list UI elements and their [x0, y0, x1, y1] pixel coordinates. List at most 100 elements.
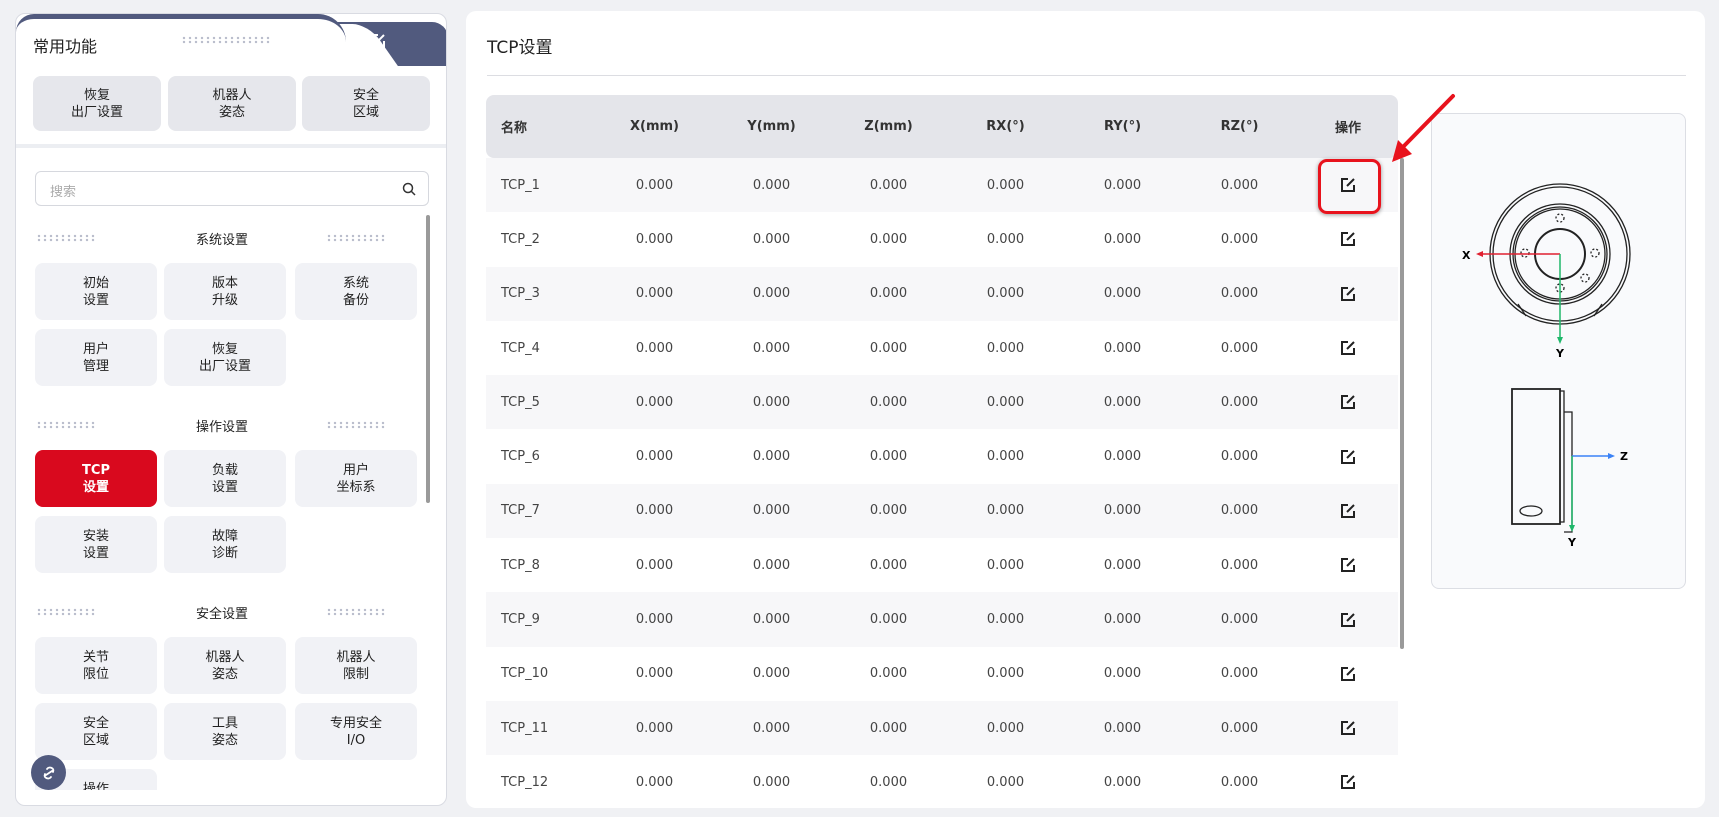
function-button[interactable]: 关节 限位 — [35, 637, 157, 694]
edit-icon[interactable] — [1339, 502, 1357, 520]
table-row[interactable]: TCP_3 0.000 0.000 0.000 0.000 0.000 0.000 — [486, 266, 1398, 321]
table-body: TCP_1 0.000 0.000 0.000 0.000 0.000 0.000 TCP_2… — [486, 158, 1398, 808]
edit-button[interactable] — [1298, 773, 1398, 791]
cell-value: 0.000 — [1103, 449, 1142, 465]
function-button[interactable]: 安全 区域 — [35, 703, 157, 760]
column-header: 操作 — [1334, 121, 1361, 136]
edit-icon[interactable] — [1339, 339, 1357, 357]
cell-value: 0.000 — [986, 177, 1025, 193]
function-button[interactable]: 用户 坐标系 — [295, 450, 417, 507]
cell-value: 0.000 — [986, 720, 1025, 736]
cell-name: TCP_2 — [501, 231, 540, 247]
cell-value: 0.000 — [1103, 774, 1142, 790]
decor-dots — [326, 608, 386, 616]
cell-value: 0.000 — [635, 503, 674, 519]
edit-icon[interactable] — [1339, 556, 1357, 574]
cell-value: 0.000 — [986, 286, 1025, 302]
function-button[interactable]: 版本 升级 — [164, 263, 286, 320]
cell-value: 0.000 — [752, 449, 791, 465]
cell-name: TCP_3 — [501, 286, 540, 302]
cell-value: 0.000 — [1220, 557, 1259, 573]
common-function-button[interactable]: 安全 区域 — [302, 76, 430, 131]
function-button[interactable]: 恢复 出厂设置 — [164, 329, 286, 386]
scrollbar[interactable] — [426, 215, 430, 503]
function-button[interactable]: 安装 设置 — [35, 516, 157, 573]
function-button[interactable]: 机器人 限制 — [295, 637, 417, 694]
tcp-table: 名称 X(mm) Y(mm) Z(mm) RX(°) RY(°) RZ(°) 操作 TCP_1… — [486, 95, 1398, 808]
table-row[interactable]: TCP_12 0.000 0.000 0.000 0.000 0.000 0.000 — [486, 755, 1398, 808]
table-row[interactable]: TCP_10 0.000 0.000 0.000 0.000 0.000 0.000 — [486, 647, 1398, 701]
function-button[interactable]: 机器人 姿态 — [164, 637, 286, 694]
table-row[interactable]: TCP_1 0.000 0.000 0.000 0.000 0.000 0.000 — [486, 158, 1398, 213]
edit-icon[interactable] — [1339, 665, 1357, 683]
edit-button[interactable] — [1298, 230, 1398, 248]
edit-icon[interactable] — [1339, 448, 1357, 466]
cell-value: 0.000 — [869, 177, 908, 193]
edit-icon[interactable] — [1339, 285, 1357, 303]
common-function-button[interactable]: 机器人 姿态 — [168, 76, 296, 131]
edit-icon[interactable] — [1339, 176, 1357, 194]
section-title: 操作设置 — [195, 420, 248, 435]
edit-button[interactable] — [1298, 176, 1398, 194]
edit-button[interactable] — [1298, 393, 1398, 411]
column-header: Z(mm) — [864, 119, 913, 134]
edit-button[interactable] — [1298, 611, 1398, 629]
common-function-button[interactable]: 恢复 出厂设置 — [33, 76, 161, 131]
table-header: 名称 X(mm) Y(mm) Z(mm) RX(°) RY(°) RZ(°) 操作 — [486, 95, 1398, 158]
cell-value: 0.000 — [1220, 394, 1259, 410]
search-input[interactable]: 搜索 — [35, 171, 429, 206]
cell-value: 0.000 — [869, 340, 908, 356]
cell-value: 0.000 — [1220, 666, 1259, 682]
table-row[interactable]: TCP_4 0.000 0.000 0.000 0.000 0.000 0.000 — [486, 321, 1398, 375]
edit-button[interactable] — [1298, 448, 1398, 466]
edit-icon[interactable] — [1339, 393, 1357, 411]
quick-link-button[interactable] — [31, 755, 66, 790]
table-row[interactable]: TCP_11 0.000 0.000 0.000 0.000 0.000 0.000 — [486, 700, 1398, 756]
function-button[interactable]: 负载 设置 — [164, 450, 286, 507]
cell-value: 0.000 — [752, 394, 791, 410]
function-button[interactable]: 专用安全 I/O — [295, 703, 417, 760]
cell-value: 0.000 — [1103, 177, 1142, 193]
tab-common-functions[interactable] — [16, 14, 346, 74]
edit-button[interactable] — [1298, 556, 1398, 574]
axis-label-z: Z — [1620, 450, 1628, 463]
search-icon[interactable] — [402, 182, 416, 196]
edit-button[interactable] — [1298, 285, 1398, 303]
edit-icon[interactable] — [1339, 773, 1357, 791]
edit-icon[interactable] — [1339, 719, 1357, 737]
cell-value: 0.000 — [869, 231, 908, 247]
link-icon — [43, 766, 54, 779]
table-scrollbar[interactable] — [1400, 158, 1404, 649]
cell-value: 0.000 — [1103, 666, 1142, 682]
column-header: Y(mm) — [747, 119, 796, 134]
function-button[interactable]: TCP 设置 — [35, 450, 157, 507]
cell-value: 0.000 — [752, 666, 791, 682]
cell-value: 0.000 — [752, 503, 791, 519]
function-button[interactable]: 初始 设置 — [35, 263, 157, 320]
table-row[interactable]: TCP_8 0.000 0.000 0.000 0.000 0.000 0.000 — [486, 538, 1398, 592]
cell-value: 0.000 — [1103, 612, 1142, 628]
cell-value: 0.000 — [1220, 503, 1259, 519]
cell-value: 0.000 — [752, 557, 791, 573]
function-button[interactable]: 系统 备份 — [295, 263, 417, 320]
function-button[interactable]: 工具 姿态 — [164, 703, 286, 760]
edit-icon[interactable] — [1339, 230, 1357, 248]
function-button[interactable]: 故障 诊断 — [164, 516, 286, 573]
table-row[interactable]: TCP_9 0.000 0.000 0.000 0.000 0.000 0.000 — [486, 592, 1398, 647]
edit-button[interactable] — [1298, 339, 1398, 357]
cell-value: 0.000 — [986, 612, 1025, 628]
edit-button[interactable] — [1298, 502, 1398, 520]
table-row[interactable]: TCP_7 0.000 0.000 0.000 0.000 0.000 0.000 — [486, 483, 1398, 539]
table-row[interactable]: TCP_5 0.000 0.000 0.000 0.000 0.000 0.000 — [486, 375, 1398, 430]
cell-value: 0.000 — [986, 774, 1025, 790]
cell-value: 0.000 — [635, 286, 674, 302]
table-row[interactable]: TCP_2 0.000 0.000 0.000 0.000 0.000 0.000 — [486, 212, 1398, 266]
page-title: TCP设置 — [487, 38, 553, 58]
function-button[interactable]: 用户 管理 — [35, 329, 157, 386]
edit-button[interactable] — [1298, 665, 1398, 683]
cell-value: 0.000 — [1220, 774, 1259, 790]
edit-button[interactable] — [1298, 719, 1398, 737]
table-row[interactable]: TCP_6 0.000 0.000 0.000 0.000 0.000 0.000 — [486, 429, 1398, 483]
cell-value: 0.000 — [1220, 720, 1259, 736]
edit-icon[interactable] — [1339, 611, 1357, 629]
